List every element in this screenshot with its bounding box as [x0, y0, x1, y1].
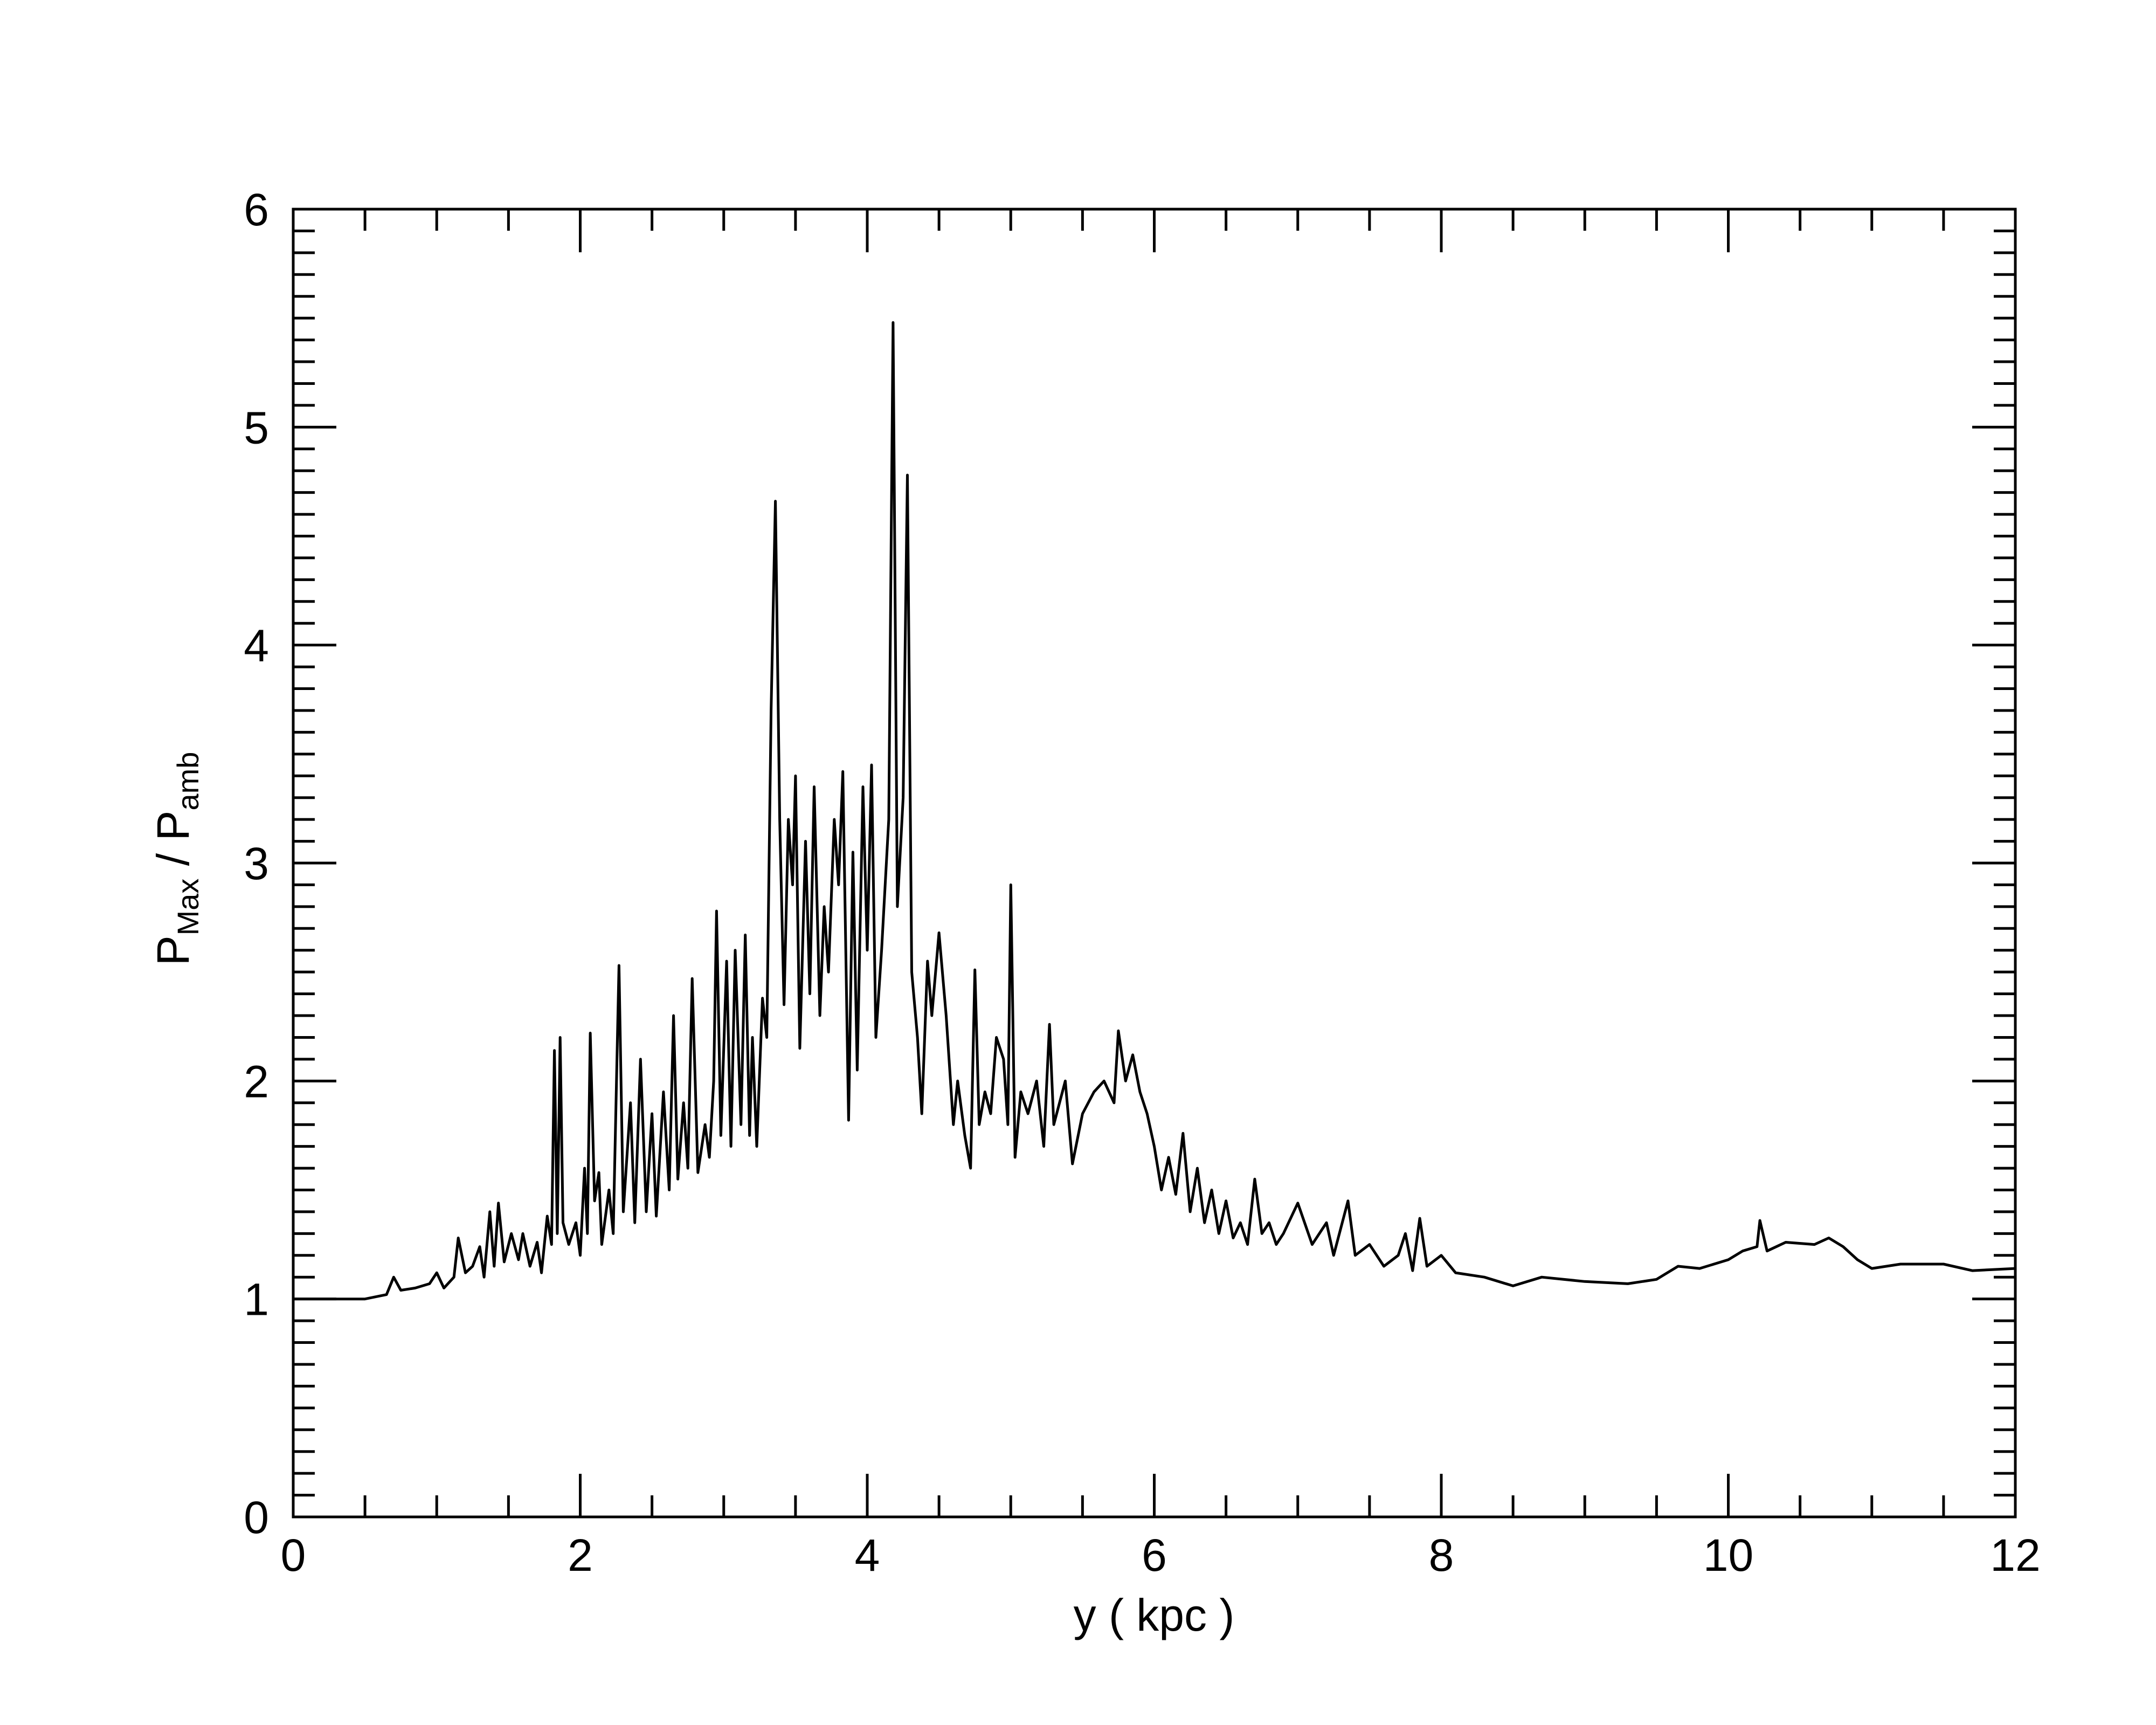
- y-label-sub: Max: [171, 879, 205, 936]
- y-label-sub: amb: [171, 752, 205, 811]
- y-tick-label: 1: [244, 1274, 269, 1325]
- plot-frame: [292, 208, 2017, 1519]
- y-axis-label: PMax / Pamb: [148, 752, 205, 966]
- y-tick-label: 5: [244, 402, 269, 453]
- x-tick-label: 8: [1429, 1530, 1454, 1581]
- x-axis-label: y ( kpc ): [1074, 1590, 1235, 1640]
- x-tick-label: 2: [568, 1530, 593, 1581]
- y-tick-label: 3: [244, 838, 269, 889]
- y-tick-label: 0: [244, 1492, 269, 1543]
- x-tick-label: 12: [1990, 1530, 2040, 1581]
- y-label-part: / P: [148, 811, 198, 879]
- y-tick-label: 4: [244, 620, 269, 671]
- x-tick-label: 0: [281, 1530, 306, 1581]
- x-tick-label: 6: [1142, 1530, 1167, 1581]
- y-tick-label: 6: [244, 184, 269, 235]
- y-label-part: P: [148, 935, 198, 965]
- x-tick-label: 10: [1703, 1530, 1753, 1581]
- data-line: [293, 321, 2016, 1301]
- y-tick-label: 2: [244, 1056, 269, 1107]
- x-tick-label: 4: [855, 1530, 880, 1581]
